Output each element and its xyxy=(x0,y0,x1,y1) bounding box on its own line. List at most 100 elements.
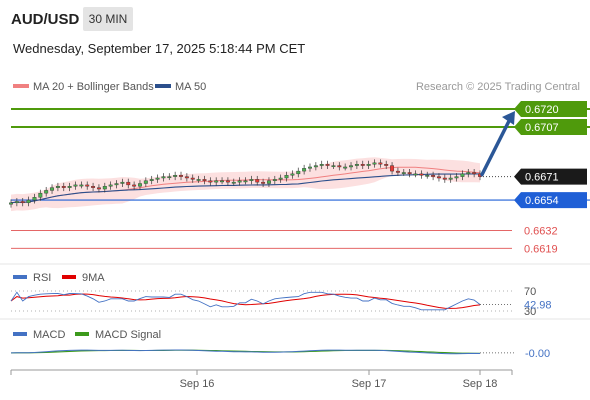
candle-down xyxy=(85,184,90,187)
candle-up xyxy=(44,190,49,194)
candle-down xyxy=(325,164,330,166)
rsi-line xyxy=(10,291,481,311)
level-tag-resistance xyxy=(514,101,587,118)
candle-up xyxy=(79,184,84,187)
macd-last-label: -0.00 xyxy=(525,348,550,360)
candle-up xyxy=(14,201,19,204)
macd-line xyxy=(10,349,481,355)
chart-datetime: Wednesday, September 17, 2025 5:18:44 PM… xyxy=(13,41,306,56)
candle-up xyxy=(138,183,142,187)
candle-down xyxy=(419,173,424,176)
candle-up xyxy=(466,172,471,175)
candle-up xyxy=(425,175,430,177)
candle-up xyxy=(319,164,324,166)
forecast-arrow-shaft xyxy=(480,117,512,177)
candle-up xyxy=(354,164,359,166)
candle-up xyxy=(167,176,172,179)
candle-down xyxy=(472,172,477,175)
candle-down xyxy=(378,162,383,165)
macd-legend-swatch xyxy=(13,332,27,336)
level-label-resistance: 0.6707 xyxy=(525,122,559,134)
candle-down xyxy=(395,170,400,173)
candle-down xyxy=(442,177,447,180)
timeframe-badge[interactable]: 30 MIN xyxy=(83,7,133,31)
candle-up xyxy=(302,168,307,172)
level-label-pivot: 0.6654 xyxy=(525,195,559,207)
rsi-ma-legend-label: 9MA xyxy=(82,272,105,284)
candle-up xyxy=(55,186,60,188)
candle-up xyxy=(143,180,148,184)
level-tag-resistance xyxy=(514,118,587,135)
level-tag-last xyxy=(514,168,587,185)
candle-down xyxy=(255,179,260,183)
forecast-arrow xyxy=(480,111,515,177)
candle-up xyxy=(32,197,37,201)
candle-up xyxy=(460,173,465,177)
time-axis: Sep 16 Sep 17 Sep 18 xyxy=(10,369,513,390)
macd-legend-label: MACD xyxy=(33,329,65,341)
rsi-ma-legend-swatch xyxy=(62,275,76,279)
research-credit: Research © 2025 Trading Central xyxy=(416,81,580,93)
candle-up xyxy=(50,187,54,191)
candle-up xyxy=(102,186,107,190)
ma20-legend-swatch xyxy=(13,84,29,88)
candle-down xyxy=(407,172,412,175)
candle-up xyxy=(120,181,125,184)
candle-up xyxy=(372,162,377,165)
candle-up xyxy=(401,172,406,174)
candle-up xyxy=(38,192,43,198)
candle-up xyxy=(73,184,78,187)
candle-up xyxy=(349,165,353,168)
candle-up xyxy=(249,179,254,181)
x-tick-label: Sep 18 xyxy=(463,378,498,390)
candle-down xyxy=(208,180,213,183)
candle-up xyxy=(67,186,72,188)
x-tick-label: Sep 16 xyxy=(180,378,215,390)
candle-down xyxy=(132,184,137,187)
candle-up xyxy=(149,179,154,181)
macd-panel: MACD MACD Signal -0.00 xyxy=(10,329,550,360)
candle-up xyxy=(173,175,178,177)
candle-up xyxy=(237,180,242,183)
candle-down xyxy=(384,164,389,166)
candle-down xyxy=(437,176,441,179)
candle-up xyxy=(214,180,219,183)
x-tick-label: Sep 17 xyxy=(352,378,387,390)
candle-down xyxy=(360,164,365,166)
rsi-lines xyxy=(10,291,481,311)
candle-down xyxy=(61,186,66,188)
price-level-tags: 0.6720 0.6707 0.6671 0.6654 0.6632 0.6619 xyxy=(514,101,587,255)
candle-down xyxy=(96,187,101,190)
candle-up xyxy=(308,166,312,169)
candle-up xyxy=(296,170,301,175)
candle-up xyxy=(448,177,453,180)
chart-header: AUD/USD 30 MIN Wednesday, September 17, … xyxy=(0,0,590,72)
rsi-legend-swatch xyxy=(13,275,27,279)
rsi-last-label: 42.98 xyxy=(524,300,552,312)
rsi-ma-line xyxy=(10,293,481,309)
candle-up xyxy=(9,202,13,205)
ma50-line xyxy=(10,173,480,204)
rsi-level-label: 30 xyxy=(524,306,536,318)
symbol-title: AUD/USD xyxy=(11,11,80,28)
candle-down xyxy=(20,201,25,204)
level-label-resistance: 0.6720 xyxy=(525,104,559,116)
candle-down xyxy=(184,176,189,179)
price-levels xyxy=(11,108,590,249)
candle-up xyxy=(220,180,225,183)
candle-up xyxy=(231,181,236,184)
candle-up xyxy=(243,180,248,183)
candle-down xyxy=(202,179,207,181)
candle-down xyxy=(179,175,183,177)
rsi-legend-label: RSI xyxy=(33,272,51,284)
candle-up xyxy=(26,199,31,204)
candlesticks xyxy=(9,159,482,208)
candle-up xyxy=(196,179,201,181)
ma50-legend-swatch xyxy=(155,84,171,88)
candle-up xyxy=(278,177,283,180)
candle-down xyxy=(126,181,131,186)
ma50-legend-label: MA 50 xyxy=(175,81,206,93)
